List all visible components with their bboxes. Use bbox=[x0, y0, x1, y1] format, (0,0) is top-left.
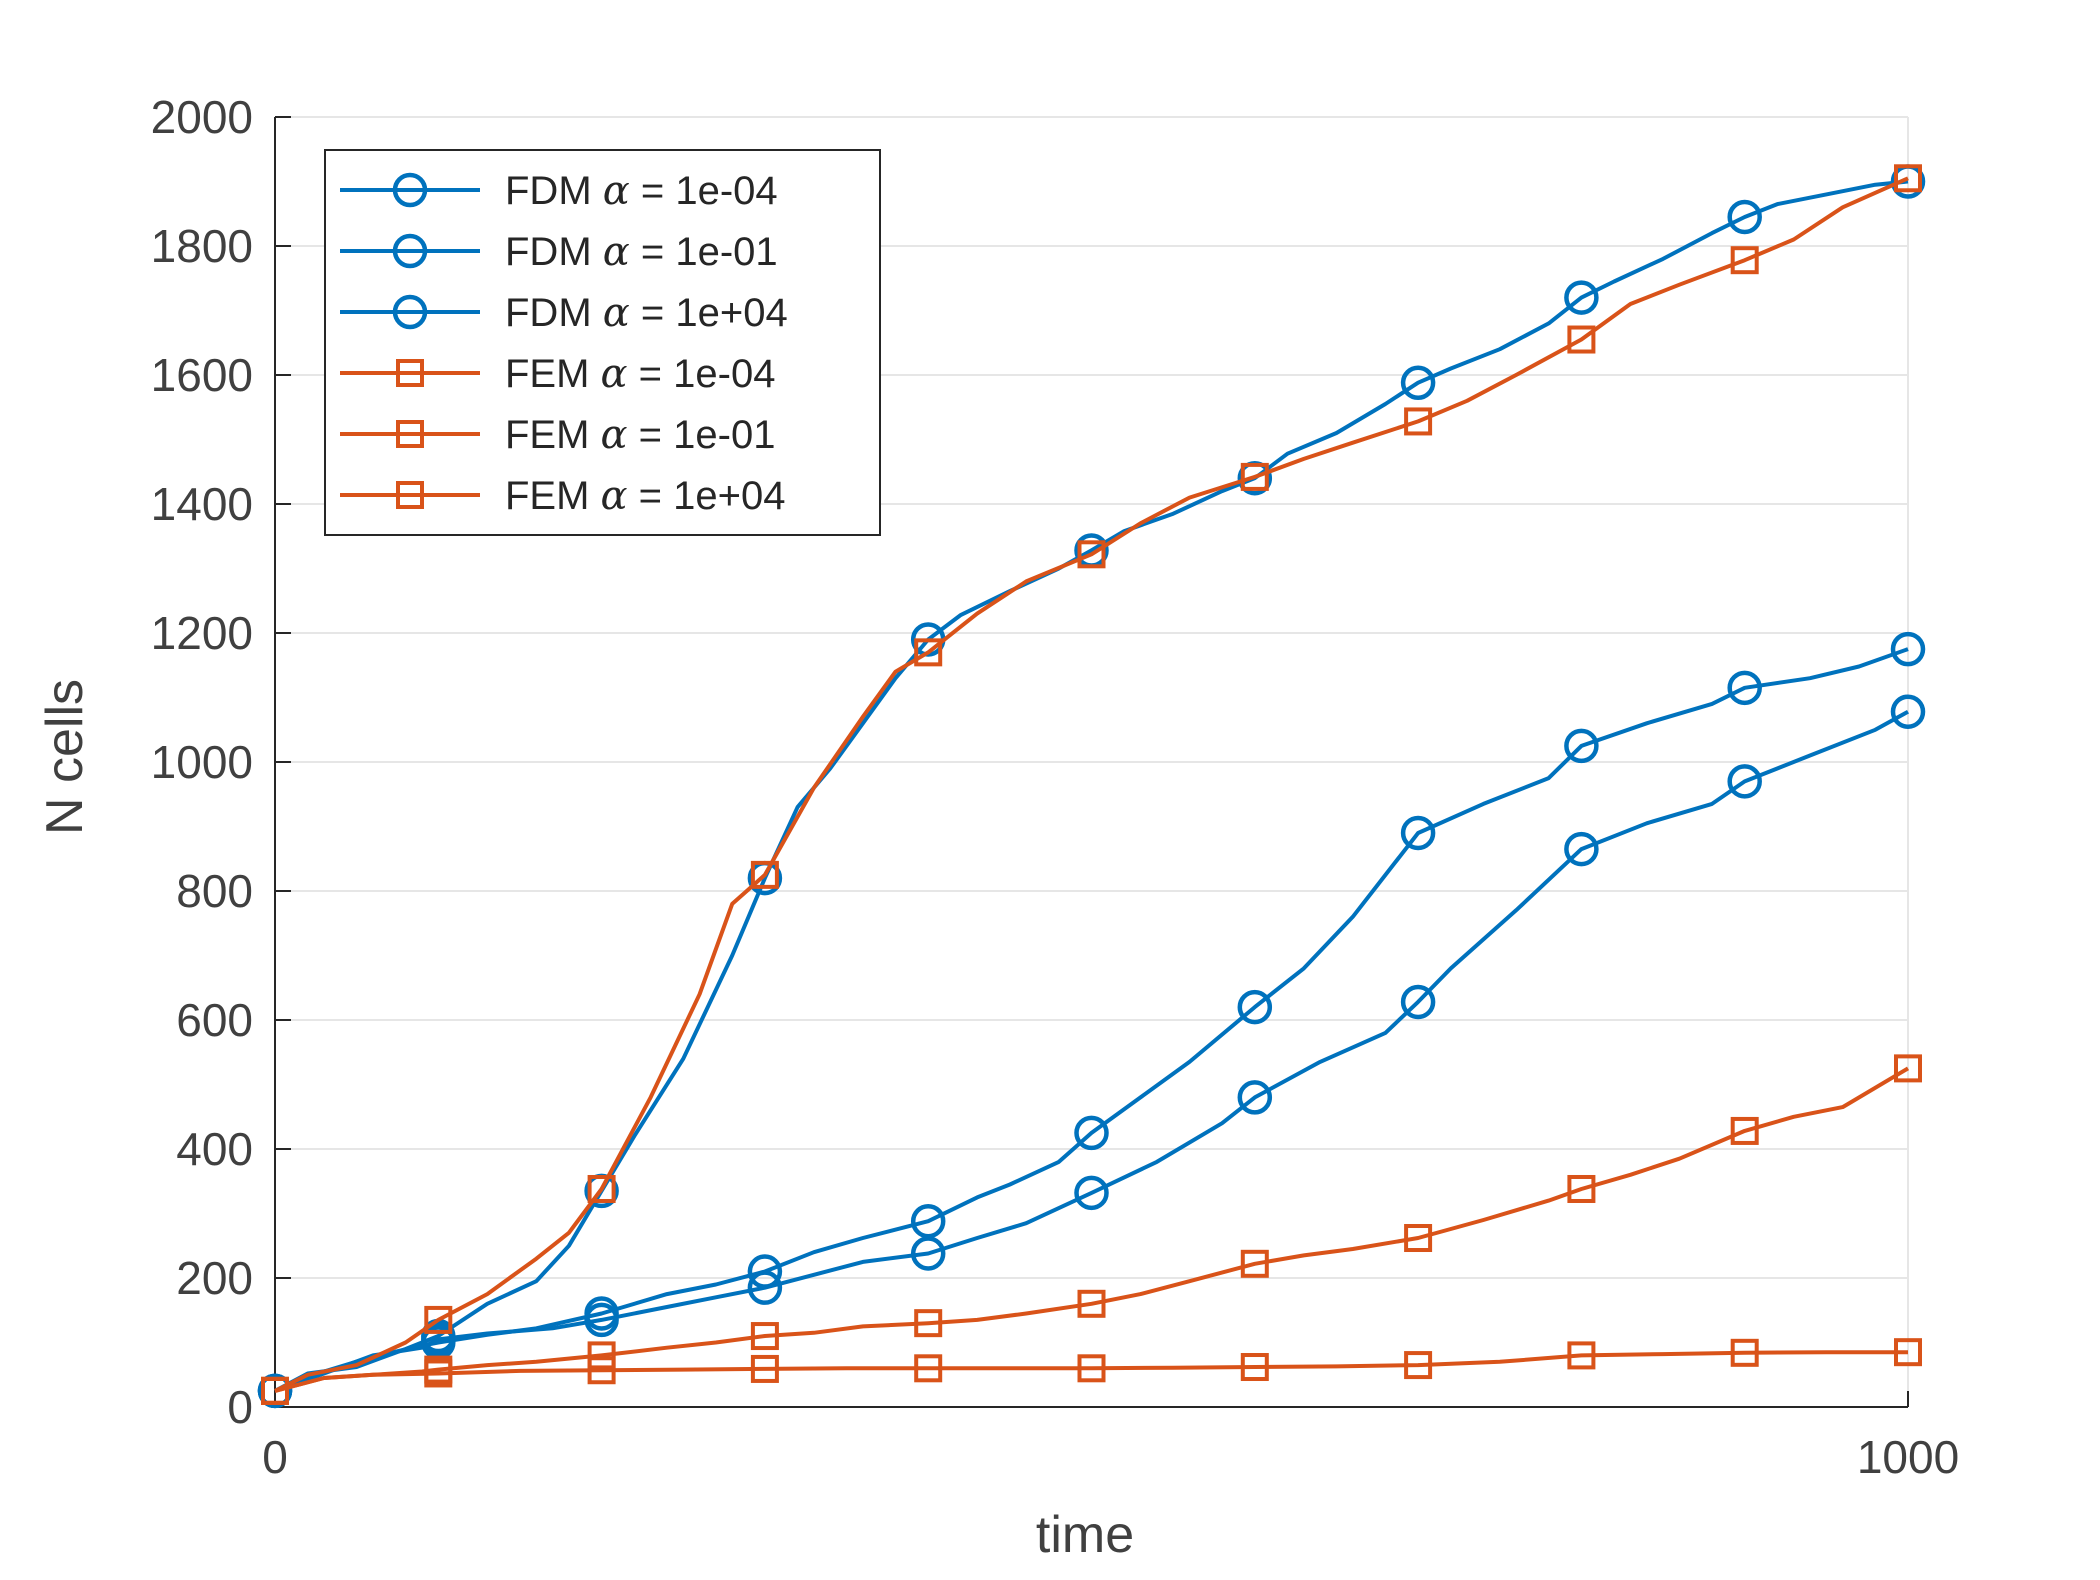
x-tick-label: 0 bbox=[262, 1431, 288, 1483]
legend: FDM α = 1e-04 FDM α = 1e-01 FDM α = 1e+04 F… bbox=[324, 149, 881, 536]
data-point-marker bbox=[1400, 365, 1436, 400]
legend-swatch-marker bbox=[392, 233, 428, 269]
y-tick-label: 600 bbox=[176, 994, 253, 1046]
data-point-marker bbox=[750, 1354, 779, 1383]
data-point-marker bbox=[750, 860, 779, 889]
y-tick-label: 1800 bbox=[151, 220, 253, 272]
legend-label: FDM α = 1e-04 bbox=[505, 168, 778, 214]
data-point-marker bbox=[1077, 540, 1106, 569]
data-point-marker bbox=[257, 1373, 293, 1409]
data-point-marker bbox=[1727, 670, 1762, 706]
legend-item: FDM α = 1e+04 bbox=[340, 290, 788, 336]
legend-label: FDM α = 1e+04 bbox=[505, 290, 788, 336]
series-line bbox=[274, 176, 1909, 1393]
data-point-marker bbox=[1400, 815, 1436, 851]
legend-swatch-marker bbox=[392, 294, 428, 330]
data-point-marker bbox=[424, 1305, 453, 1334]
data-point-marker bbox=[1567, 325, 1596, 354]
data-point-marker bbox=[1894, 164, 1922, 193]
data-point-marker bbox=[1890, 631, 1926, 667]
data-point-marker bbox=[587, 1341, 616, 1370]
data-point-marker bbox=[1077, 1354, 1106, 1383]
data-point-marker bbox=[1240, 1249, 1269, 1278]
axes: 0 200 400 600 800 1000 1200 1400 1600 1800 2000 0 10… bbox=[151, 91, 1960, 1483]
x-tick-label: 1000 bbox=[1857, 1431, 1959, 1483]
data-point-marker bbox=[1567, 1174, 1596, 1203]
series-4 bbox=[261, 164, 1922, 1405]
data-point-marker bbox=[910, 1236, 946, 1271]
y-tick-label: 1000 bbox=[151, 736, 253, 788]
legend-label: FEM α = 1e+04 bbox=[505, 473, 786, 519]
series-group bbox=[257, 164, 1926, 1409]
data-point-marker bbox=[1404, 1224, 1433, 1253]
legend-item: FEM α = 1e-01 bbox=[340, 412, 775, 458]
data-point-marker bbox=[1077, 1289, 1106, 1318]
y-tick-label: 200 bbox=[176, 1252, 253, 1304]
legend-item: FDM α = 1e-04 bbox=[340, 168, 778, 214]
data-point-marker bbox=[1564, 280, 1599, 315]
legend-label: FEM α = 1e-01 bbox=[505, 412, 775, 458]
data-point-marker bbox=[1404, 1351, 1433, 1380]
legend-swatch-marker bbox=[396, 420, 424, 448]
series-3 bbox=[257, 694, 1926, 1409]
data-point-marker bbox=[587, 1356, 616, 1385]
data-point-marker bbox=[587, 1174, 616, 1203]
data-point-marker bbox=[1564, 728, 1599, 764]
data-point-marker bbox=[584, 1302, 619, 1338]
y-tick-label: 1400 bbox=[151, 478, 253, 530]
y-tick-label: 400 bbox=[176, 1123, 253, 1175]
data-point-marker bbox=[1567, 1341, 1596, 1370]
data-point-marker bbox=[1730, 1338, 1759, 1367]
data-point-marker bbox=[261, 1376, 289, 1405]
data-point-marker bbox=[1894, 1338, 1922, 1367]
data-point-marker bbox=[747, 1270, 783, 1305]
data-point-marker bbox=[1074, 1175, 1109, 1211]
legend-swatch-marker bbox=[392, 172, 428, 208]
legend-box bbox=[324, 149, 881, 536]
series-6 bbox=[261, 1338, 1922, 1405]
data-point-marker bbox=[1237, 989, 1273, 1025]
y-tick-label: 2000 bbox=[151, 91, 253, 143]
legend-item: FEM α = 1e+04 bbox=[340, 473, 786, 519]
data-point-marker bbox=[1404, 407, 1433, 436]
legend-swatch-marker bbox=[396, 359, 424, 387]
data-point-marker bbox=[1730, 1116, 1759, 1145]
y-tick-label: 1200 bbox=[151, 607, 253, 659]
data-point-marker bbox=[424, 1359, 453, 1388]
data-point-marker bbox=[1730, 246, 1759, 275]
y-tick-label: 1600 bbox=[151, 349, 253, 401]
series-line bbox=[274, 1066, 1910, 1393]
legend-item: FDM α = 1e-01 bbox=[340, 229, 778, 275]
data-point-marker bbox=[1564, 831, 1599, 867]
legend-item: FEM α = 1e-04 bbox=[340, 351, 775, 397]
data-point-marker bbox=[914, 1354, 943, 1383]
x-axis-title: time bbox=[1036, 1506, 1134, 1564]
data-point-marker bbox=[1237, 1080, 1273, 1115]
data-point-marker bbox=[1240, 462, 1269, 491]
legend-label: FEM α = 1e-04 bbox=[505, 351, 775, 397]
data-point-marker bbox=[1890, 694, 1926, 729]
y-tick-label: 800 bbox=[176, 865, 253, 917]
data-point-marker bbox=[914, 638, 943, 667]
data-point-marker bbox=[1727, 199, 1762, 235]
data-point-marker bbox=[421, 1322, 456, 1357]
data-point-marker bbox=[1727, 764, 1762, 799]
y-tick-label: 0 bbox=[227, 1381, 253, 1433]
data-point-marker bbox=[1074, 1115, 1109, 1151]
legend-swatch-marker bbox=[396, 481, 424, 509]
data-point-marker bbox=[1400, 984, 1436, 1020]
data-point-marker bbox=[914, 1309, 943, 1338]
y-axis-title: N cells bbox=[36, 679, 94, 835]
data-point-marker bbox=[750, 1322, 779, 1351]
legend-label: FDM α = 1e-01 bbox=[505, 229, 778, 275]
data-point-marker bbox=[1894, 1054, 1922, 1083]
series-line bbox=[274, 1350, 1908, 1393]
series-line bbox=[274, 709, 1909, 1393]
data-point-marker bbox=[1240, 1353, 1269, 1382]
